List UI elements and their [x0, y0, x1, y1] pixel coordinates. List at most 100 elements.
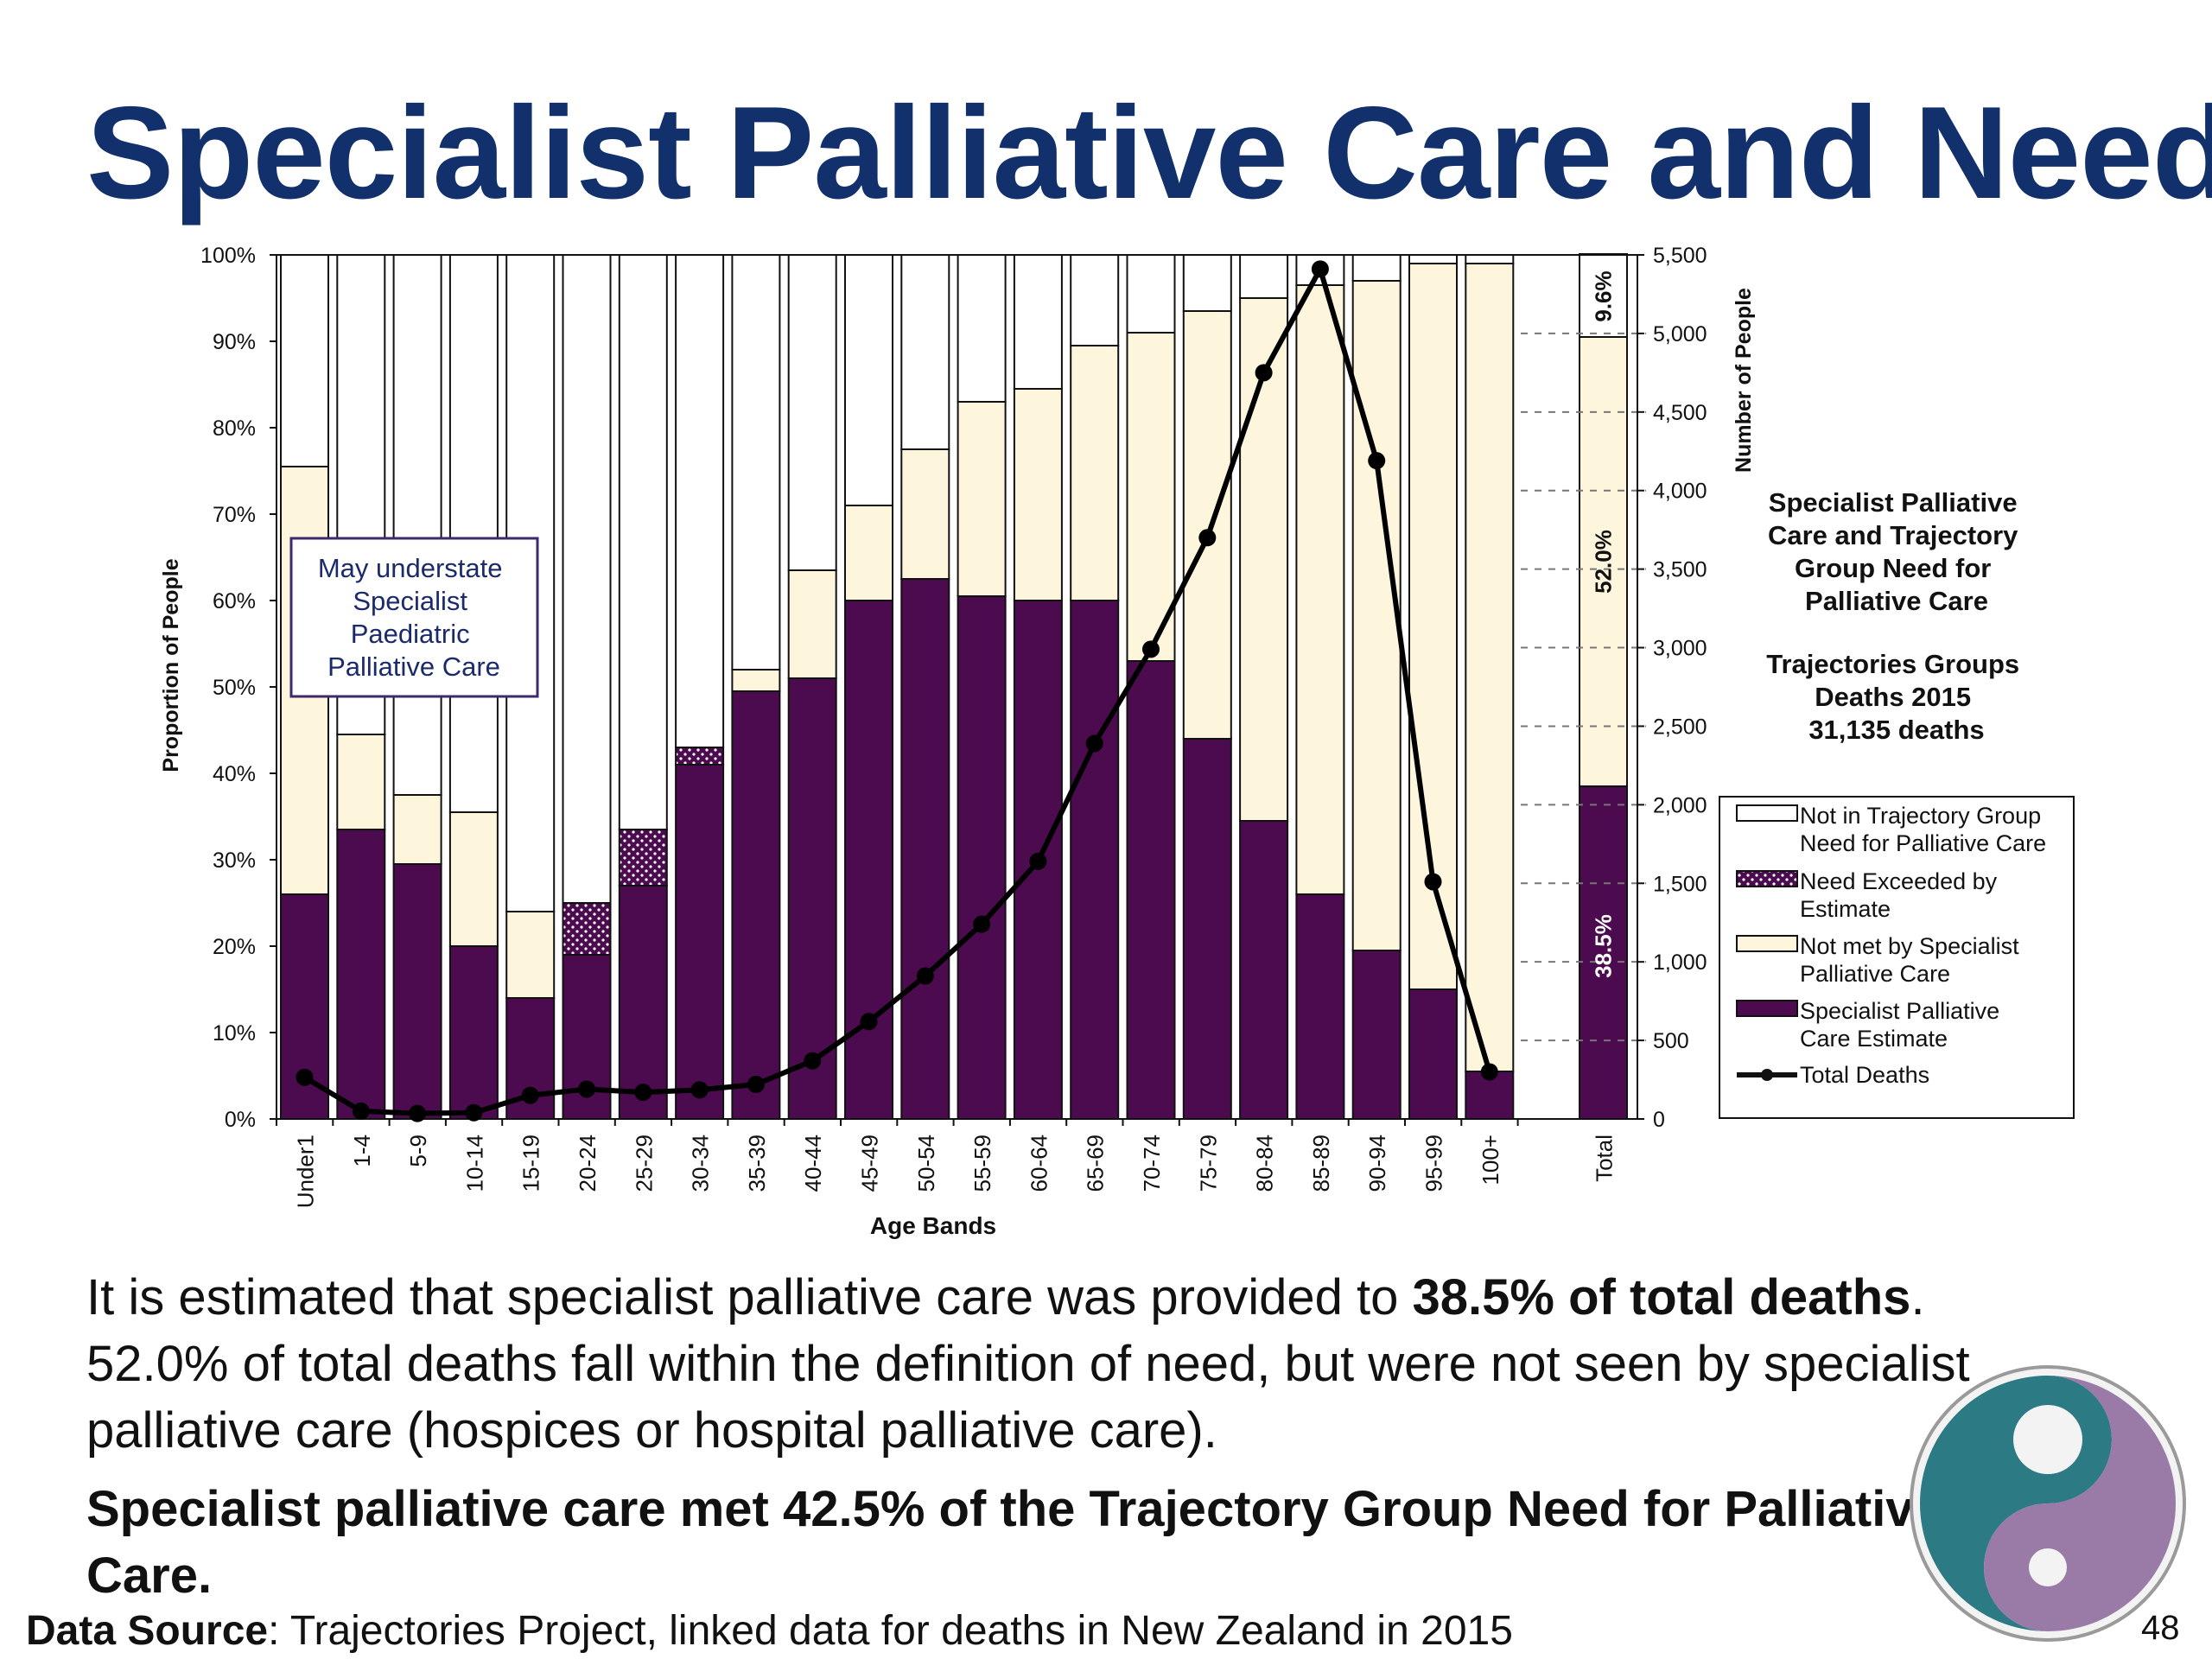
x-tick-label: 15-19	[518, 1135, 544, 1192]
x-tick-label: Under1	[293, 1135, 319, 1208]
x-tick-label: 70-74	[1139, 1135, 1165, 1192]
legend-label-spc: Specialist Palliative Care Estimate	[1800, 998, 1999, 1052]
bar-5-9-s2	[392, 794, 442, 865]
total-deaths-point	[1029, 852, 1047, 870]
total-deaths-point	[1424, 873, 1442, 891]
x-tick-label: 35-39	[744, 1135, 770, 1192]
y-tick-label: 80%	[213, 416, 256, 441]
bar-30-34-s0	[675, 764, 725, 1120]
x-tick-label: 60-64	[1026, 1135, 1052, 1192]
y2-tick-label: 5,000	[1653, 322, 1707, 346]
summary-highlight: 38.5% of total deaths	[1412, 1269, 1911, 1325]
summary-text-end: . 52.0% of total deaths fall within the …	[86, 1269, 1970, 1459]
bar-40-44-s2	[787, 569, 837, 679]
bar-1-4-s0	[336, 829, 386, 1120]
legend-swatch-not-met	[1736, 935, 1798, 952]
total-deaths-point	[1198, 529, 1217, 547]
bar-100+-s2	[1465, 263, 1515, 1072]
y-axis-title: Proportion of People	[159, 558, 183, 772]
total-deaths-line	[302, 266, 1492, 1116]
y-tick-label: 60%	[213, 589, 256, 613]
bar-10-14-s3	[448, 254, 499, 813]
bar-65-69-s0	[1070, 600, 1120, 1120]
bar-40-44-s0	[787, 677, 837, 1120]
bar-45-49-s2	[844, 505, 893, 601]
logo-icon	[1910, 1365, 2186, 1642]
bar-35-39-s3	[731, 254, 781, 671]
y2-axis-title: Number of People	[1732, 288, 1756, 473]
y-tick-label: 10%	[213, 1021, 256, 1046]
bar-70-74-s0	[1126, 660, 1176, 1120]
y-tick-label: 20%	[213, 935, 256, 959]
bar-55-59-s3	[957, 254, 1007, 403]
total-deaths-point	[1255, 364, 1273, 382]
x-tick-label: 50-54	[913, 1135, 939, 1192]
bar-90-94-s2	[1351, 280, 1402, 951]
x-tick-label: 20-24	[575, 1135, 601, 1192]
total-deaths-point	[1311, 260, 1329, 278]
total-deaths-point	[1142, 640, 1160, 658]
bar-20-24-s3	[562, 254, 612, 904]
legend-label-need-exceeded: Need Exceeded by Estimate	[1800, 868, 1998, 922]
x-tick-label: 85-89	[1308, 1135, 1334, 1192]
y2-tick-label: 4,500	[1653, 401, 1707, 425]
total-deaths-point	[804, 1052, 822, 1070]
bar-40-44-s3	[787, 254, 837, 571]
conclusion-paragraph: Specialist palliative care met 42.5% of …	[86, 1476, 1987, 1609]
bar-15-19-s2	[505, 911, 556, 999]
y2-tick-label: 0	[1653, 1108, 1665, 1132]
x-tick-label: 55-59	[969, 1135, 995, 1192]
legend-label-total-deaths: Total Deaths	[1800, 1062, 1929, 1088]
bar-10-14-s0	[448, 945, 499, 1120]
y2-tick-label: 3,000	[1653, 637, 1707, 661]
legend-swatch-need-exceeded	[1736, 870, 1798, 887]
total-deaths-point	[1368, 452, 1386, 470]
summary-paragraph: It is estimated that specialist palliati…	[86, 1264, 1987, 1464]
y-tick-label: 100%	[200, 244, 256, 268]
bar-75-79-s3	[1182, 254, 1232, 312]
y2-tick-label: 4,000	[1653, 480, 1707, 504]
total-deaths-point	[578, 1080, 595, 1098]
page-number: 48	[2141, 1609, 2180, 1647]
bar-total-s3	[1579, 253, 1628, 338]
total-deaths-point	[521, 1086, 539, 1104]
chart-legend: Not in Trajectory Group Need for Palliati…	[1719, 796, 2075, 1119]
bar-25-29-s0	[618, 885, 668, 1120]
bar-60-64-s3	[1013, 254, 1063, 390]
total-label-not-in: 9.6%	[1591, 270, 1617, 321]
x-axis-title: Age Bands	[870, 1212, 996, 1239]
bar-80-84-s3	[1239, 254, 1289, 299]
bar-65-69-s2	[1070, 345, 1120, 601]
bar-25-29-s3	[618, 254, 668, 830]
y2-tick-label: 1,500	[1653, 872, 1707, 896]
x-tick-label: 25-29	[631, 1135, 657, 1192]
total-deaths-point	[296, 1068, 314, 1086]
total-label-not-met: 52.0%	[1591, 530, 1617, 594]
data-source-note: Data Source: Trajectories Project, linke…	[26, 1607, 1513, 1655]
bar-35-39-s0	[731, 690, 781, 1120]
bar-55-59-s2	[957, 401, 1007, 597]
total-deaths-point	[465, 1103, 483, 1122]
y-tick-label: 90%	[213, 330, 256, 354]
x-tick-label: 1-4	[349, 1135, 375, 1167]
bar-1-4-s2	[336, 734, 386, 830]
side-subtitle: Trajectories Groups Deaths 2015 31,135 d…	[1766, 649, 2027, 745]
legend-label-not-in: Not in Trajectory Group Need for Palliati…	[1800, 803, 2046, 856]
total-deaths-point	[1480, 1063, 1498, 1081]
bar-65-69-s3	[1070, 254, 1120, 346]
side-title: Specialist Palliative Care and Trajector…	[1768, 487, 2025, 616]
bar-85-89-s0	[1295, 893, 1345, 1120]
bar-5-9-s0	[392, 863, 442, 1120]
bar-90-94-s3	[1351, 254, 1402, 282]
bar-50-54-s3	[900, 254, 950, 450]
legend-label-not-met: Not met by Specialist Palliative Care	[1800, 933, 2019, 987]
legend-swatch-line-marker	[1761, 1069, 1773, 1081]
bar-30-34-s3	[675, 254, 725, 748]
total-deaths-point	[352, 1102, 370, 1120]
x-tick-label: 5-9	[405, 1135, 431, 1167]
x-tick-label: 75-79	[1195, 1135, 1221, 1192]
total-deaths-point	[860, 1013, 878, 1031]
total-deaths-point	[916, 967, 934, 985]
bar-45-49-s0	[844, 600, 893, 1120]
total-deaths-point	[1085, 734, 1103, 753]
